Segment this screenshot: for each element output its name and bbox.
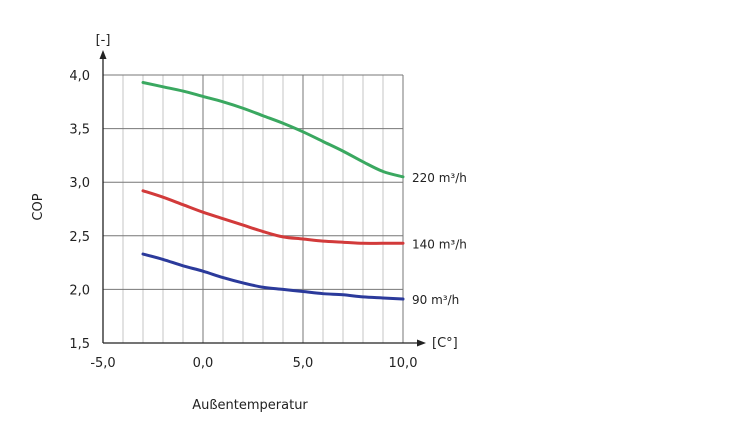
series-label: 90 m³/h — [412, 293, 459, 307]
x-tick-label: 10,0 — [389, 356, 418, 371]
y-axis-title: COP — [31, 193, 46, 220]
series-line — [141, 252, 405, 301]
y-tick-label: 3,5 — [69, 123, 90, 138]
series-labels: 220 m³/h 140 m³/h 90 m³/h — [412, 171, 467, 307]
y-tick-label: 3,0 — [69, 176, 90, 191]
minor-grid — [122, 75, 384, 343]
axes — [99, 50, 426, 347]
tick-labels: -5,0 0,0 5,0 10,0 1,5 2,0 2,5 3,0 3,5 4,0 — [69, 69, 417, 371]
x-tick-label: -5,0 — [90, 356, 115, 371]
series-lines — [141, 81, 405, 301]
major-grid — [103, 74, 404, 343]
y-tick-label: 2,5 — [69, 230, 90, 245]
series-label: 220 m³/h — [412, 171, 467, 185]
series-line — [141, 81, 405, 179]
x-axis-title: Außentemperatur — [192, 398, 308, 413]
series-label: 140 m³/h — [412, 237, 467, 251]
x-unit-label: [C°] — [432, 336, 458, 351]
x-tick-label: 0,0 — [193, 356, 214, 371]
y-unit-label: [-] — [96, 33, 111, 48]
x-axis-arrow-icon — [417, 339, 426, 347]
y-tick-label: 1,5 — [69, 337, 90, 352]
y-tick-label: 2,0 — [69, 283, 90, 298]
x-tick-label: 5,0 — [293, 356, 314, 371]
y-tick-label: 4,0 — [69, 69, 90, 84]
series-line — [141, 189, 405, 245]
y-axis-arrow-icon — [99, 50, 107, 59]
